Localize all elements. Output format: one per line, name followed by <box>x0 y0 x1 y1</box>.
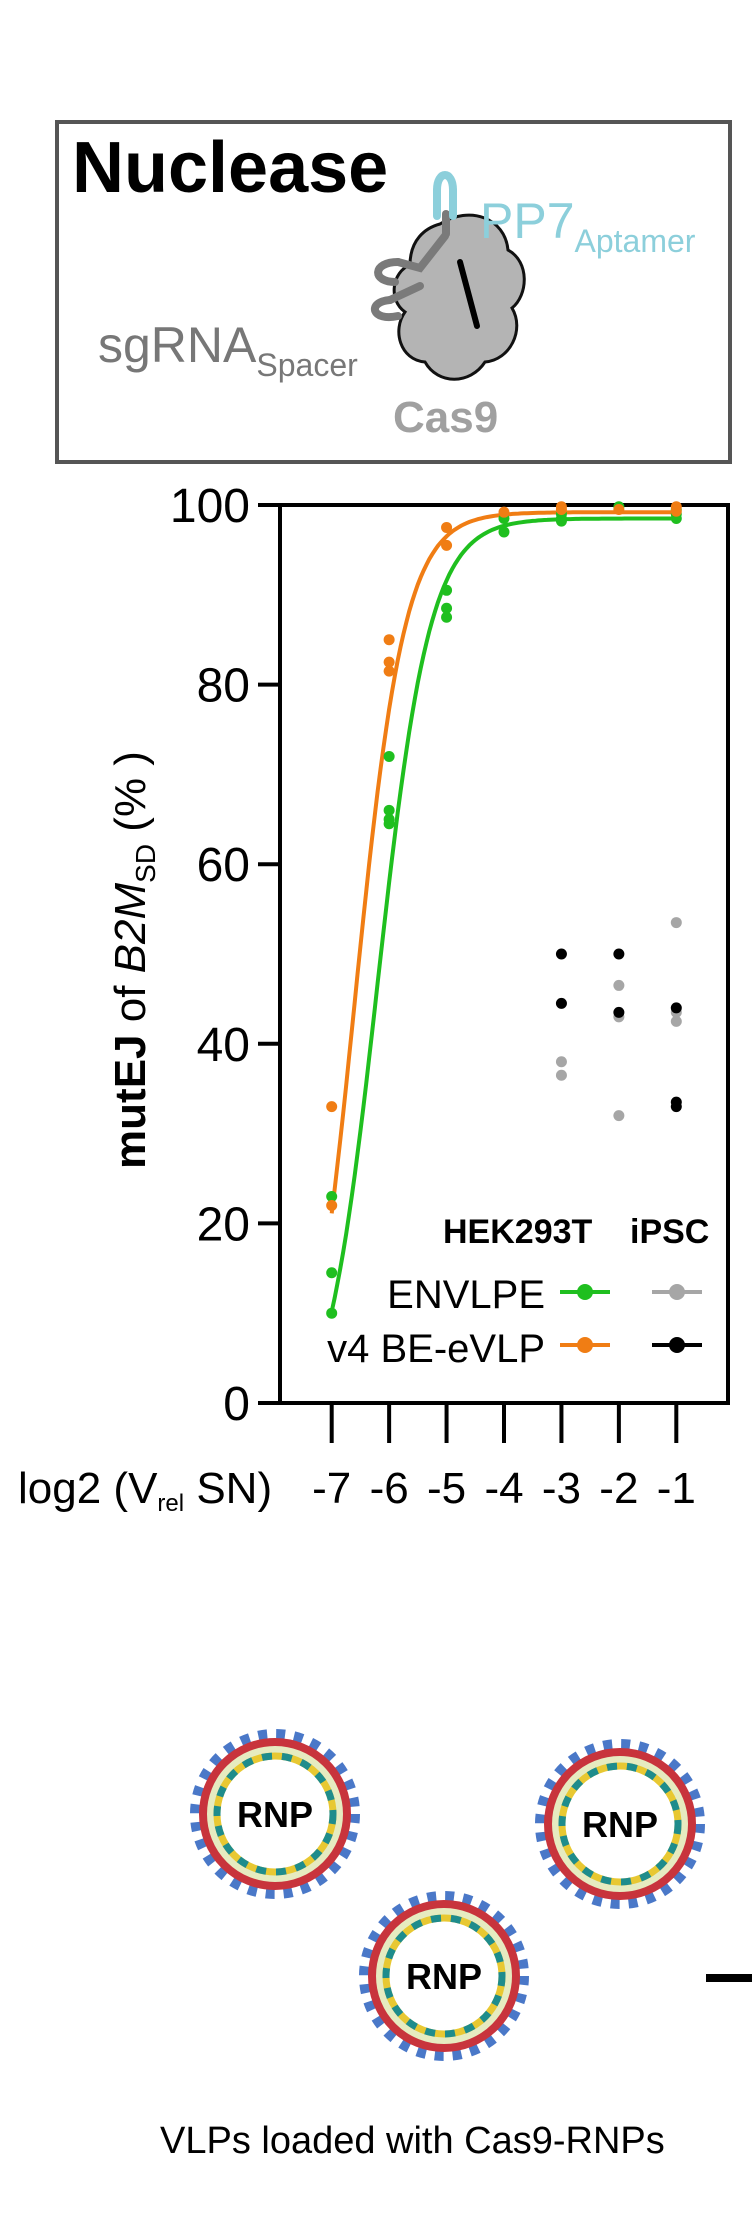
y-axis: 0 20 40 60 80 100 <box>170 480 280 1431</box>
point-envlpe-hek293t <box>498 526 510 538</box>
y-tick-label: 40 <box>197 1019 250 1072</box>
x-axis: -7 -6 -5 -4 -3 -2 -1 <box>312 1403 696 1513</box>
caption: VLPs loaded with Cas9-RNPs <box>160 2120 665 2162</box>
point-bevlp-hek293t <box>326 1101 338 1113</box>
point-bevlp-hek293t <box>670 505 682 517</box>
y-tick-label: 20 <box>197 1198 250 1251</box>
nuclease-panel: Nuclease PP7Aptamer sgRNASpacer Cas9 <box>55 120 732 464</box>
point-bevlp-ipsc <box>555 997 567 1009</box>
spacer-sub-label: Spacer <box>256 347 358 383</box>
point-envlpe-hek293t <box>326 1307 338 1319</box>
point-bevlp-hek293t <box>613 503 625 515</box>
x-tick-label: -6 <box>370 1464 409 1513</box>
legend-label-bevlp: v4 BE-eVLP <box>327 1327 545 1371</box>
x-axis-label: log2 (Vrel SN) <box>18 1464 272 1517</box>
point-envlpe-hek293t <box>383 750 395 762</box>
point-envlpe-ipsc <box>555 1056 567 1068</box>
vlp-particle: RNP <box>359 1891 529 2061</box>
point-envlpe-hek293t <box>383 804 395 816</box>
point-envlpe-ipsc <box>670 917 682 929</box>
mutej-chart: 0 20 40 60 80 100 -7 -6 -5 -4 -3 -2 -1 mutEJ of B2M… <box>18 480 730 1517</box>
x-tick-label: -1 <box>657 1464 696 1513</box>
svg-text:sgRNASpacer: sgRNASpacer <box>98 317 358 383</box>
point-bevlp-hek293t <box>383 665 395 677</box>
point-bevlp-ipsc <box>613 1006 625 1018</box>
aptamer-icon <box>433 171 457 220</box>
legend-label-envlpe: ENVLPE <box>387 1273 545 1317</box>
point-bevlp-ipsc <box>670 1101 682 1113</box>
fit-curve-envlpe <box>329 516 677 1312</box>
aptamer-sub-label: Aptamer <box>575 223 696 259</box>
y-tick-label: 60 <box>197 839 250 892</box>
x-tick-label: -2 <box>599 1464 638 1513</box>
y-axis-label: mutEJ of B2MSD (% ) <box>106 751 161 1169</box>
spacer-label: sgRNA <box>98 317 257 373</box>
point-envlpe-hek293t <box>555 515 567 527</box>
point-envlpe-hek293t <box>383 818 395 830</box>
fit-curves <box>329 510 677 1312</box>
y-tick-label: 100 <box>170 480 250 533</box>
vlp-particle: RNP <box>190 1729 360 1899</box>
point-envlpe-hek293t <box>441 611 453 623</box>
y-tick-label: 80 <box>197 660 250 713</box>
point-bevlp-hek293t <box>498 506 510 518</box>
vlp-particle: RNP <box>535 1739 705 1909</box>
sgrna-icon <box>371 210 450 322</box>
aptamer-label: PP7 <box>480 193 575 249</box>
point-envlpe-ipsc <box>613 1110 625 1122</box>
legend-marker-bevlp-hek <box>560 1337 610 1353</box>
vlp-surface-proteins <box>535 1739 705 1909</box>
panel-title: Nuclease <box>72 128 388 208</box>
legend-marker-envlpe-ipsc <box>652 1284 702 1300</box>
vlp-surface-proteins <box>190 1729 360 1899</box>
vlp-capsid-pattern <box>382 1914 506 2038</box>
cas9-label: Cas9 <box>393 393 498 442</box>
point-bevlp-ipsc <box>555 948 567 960</box>
point-bevlp-hek293t <box>555 503 567 515</box>
point-envlpe-ipsc <box>613 979 625 991</box>
point-bevlp-hek293t <box>383 634 395 646</box>
vlp-rnp-label: RNP <box>237 1794 313 1835</box>
vlp-illustrations: RNP RNP RNP <box>190 1729 705 2061</box>
x-tick-label: -5 <box>427 1464 466 1513</box>
point-envlpe-ipsc <box>670 1015 682 1027</box>
x-tick-label: -7 <box>312 1464 351 1513</box>
point-bevlp-hek293t <box>441 521 453 533</box>
legend: HEK293T iPSC ENVLPE v4 BE-eVLP <box>327 1213 709 1371</box>
point-bevlp-ipsc <box>670 1002 682 1014</box>
data-points <box>326 501 682 1319</box>
y-tick-label: 0 <box>223 1378 250 1431</box>
point-envlpe-hek293t <box>441 584 453 596</box>
plot-frame <box>278 503 730 1405</box>
point-envlpe-ipsc <box>555 1069 567 1081</box>
point-envlpe-hek293t <box>326 1267 338 1279</box>
vlp-rnp-label: RNP <box>582 1804 658 1845</box>
point-bevlp-hek293t <box>441 539 453 551</box>
point-envlpe-hek293t <box>326 1190 338 1202</box>
legend-marker-envlpe-hek <box>560 1284 610 1300</box>
x-tick-label: -4 <box>484 1464 523 1513</box>
point-envlpe-hek293t <box>441 602 453 614</box>
fit-curve-bevlp <box>329 510 677 1214</box>
panel-frame <box>55 120 732 464</box>
point-bevlp-hek293t <box>383 656 395 668</box>
svg-text:PP7Aptamer: PP7Aptamer <box>480 193 696 259</box>
point-bevlp-ipsc <box>613 948 625 960</box>
legend-header-ipsc: iPSC <box>630 1213 709 1251</box>
vlp-surface-proteins <box>359 1891 529 2061</box>
legend-header-hek293t: HEK293T <box>443 1213 593 1251</box>
vlp-rnp-label: RNP <box>406 1956 482 1997</box>
vlp-capsid-pattern <box>558 1762 682 1886</box>
vlp-capsid-pattern <box>213 1752 337 1876</box>
x-tick-label: -3 <box>542 1464 581 1513</box>
point-bevlp-hek293t <box>326 1199 338 1211</box>
legend-marker-bevlp-ipsc <box>652 1337 702 1353</box>
